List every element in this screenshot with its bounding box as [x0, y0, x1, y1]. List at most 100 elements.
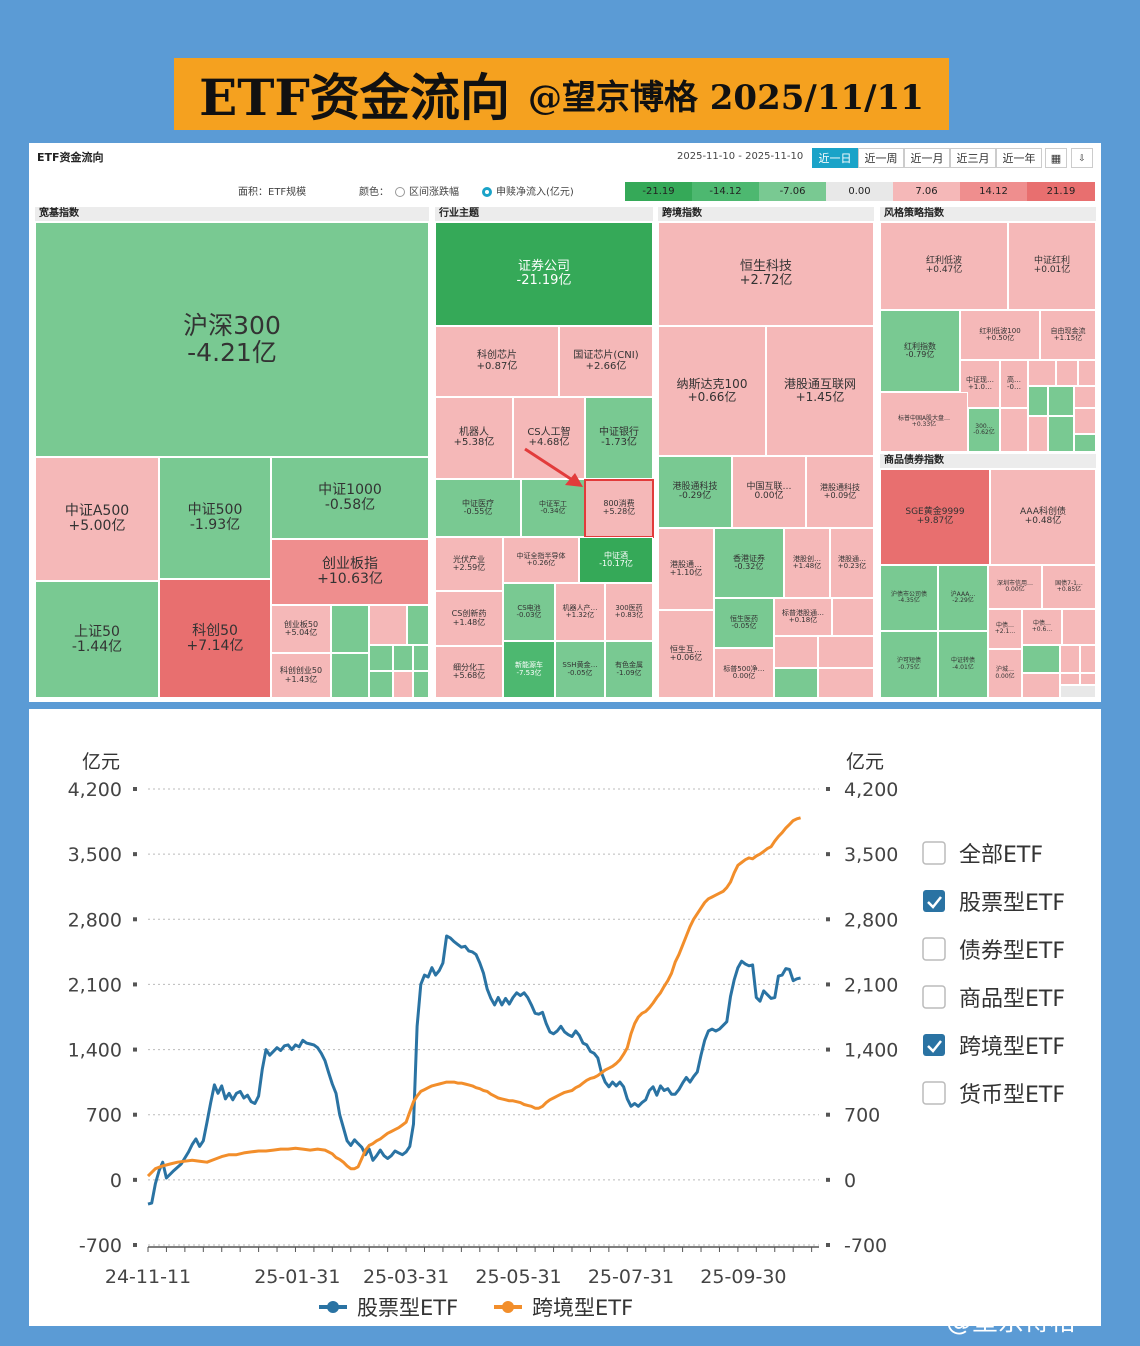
cell-small[interactable]: [1028, 416, 1048, 452]
cell-zzs[interactable]: 中债… +2.1…: [988, 609, 1022, 649]
cell-aaakc[interactable]: AAA科创债 +0.48亿: [990, 469, 1096, 565]
cell-hsyy[interactable]: 恒生医药 -0.05亿: [714, 598, 774, 648]
cell-zz1000[interactable]: 中证1000 -0.58亿: [271, 457, 429, 539]
cell-szsxyd[interactable]: 深圳市信用… 0.00亿: [988, 565, 1042, 609]
cell-bpzgadg[interactable]: 标普中国A股大盘… +0.33亿: [880, 392, 968, 452]
cell-small[interactable]: [1056, 360, 1078, 386]
cell-small[interactable]: [413, 671, 429, 698]
cell-small[interactable]: [1048, 416, 1074, 452]
cell-small[interactable]: [1028, 386, 1048, 416]
cell-gao[interactable]: 高… -0…: [1000, 360, 1028, 408]
cell-sge[interactable]: SGE黄金9999 +9.87亿: [880, 469, 990, 565]
cell-small[interactable]: [1060, 645, 1080, 673]
cell-ggtc[interactable]: 港股创… +1.48亿: [784, 528, 830, 598]
cell-small[interactable]: [818, 668, 874, 698]
cell-small[interactable]: [1000, 408, 1028, 452]
cell-nsdk[interactable]: 纳斯达克100 +0.66亿: [658, 326, 766, 456]
cell-ggtkj2[interactable]: 港股通科技 +0.09亿: [806, 456, 874, 528]
cell-small[interactable]: [1028, 360, 1056, 386]
cell-small[interactable]: [1022, 673, 1060, 698]
period-1m-button[interactable]: 近一月: [904, 148, 950, 168]
cell-small[interactable]: [1048, 386, 1074, 416]
cell-s300[interactable]: 300… -0.62亿: [968, 408, 1000, 452]
cell-800xf[interactable]: 800消费 +5.28亿: [585, 479, 653, 537]
cell-haaa[interactable]: 沪AAA… -2.29亿: [938, 565, 988, 631]
cell-zzyl[interactable]: 中证医疗 -0.55亿: [435, 479, 521, 537]
cell-small[interactable]: [407, 605, 429, 645]
cell-small[interactable]: [1074, 434, 1096, 452]
cell-small[interactable]: [1074, 408, 1096, 434]
calendar-icon[interactable]: ▦: [1045, 148, 1067, 168]
cell-csyy[interactable]: CS创新药 +1.48亿: [435, 591, 503, 646]
cell-ggt2[interactable]: 港股通… +0.23亿: [830, 528, 874, 598]
cell-small[interactable]: [1060, 685, 1096, 698]
cell-zzyh[interactable]: 中证银行 -1.73亿: [585, 397, 653, 479]
period-3m-button[interactable]: 近三月: [950, 148, 996, 168]
cell-xgzq[interactable]: 香港证券 -0.32亿: [714, 528, 784, 598]
cell-hskj[interactable]: 恒生科技 +2.72亿: [658, 222, 874, 326]
cell-yy300[interactable]: 300医药 +0.83亿: [605, 583, 653, 641]
cell-bpggt[interactable]: 标普港股通… +0.18亿: [774, 598, 832, 636]
cell-cyb50[interactable]: 创业板50 +5.04亿: [271, 605, 331, 653]
cell-kccy50[interactable]: 科创创业50 +1.43亿: [271, 653, 331, 698]
cell-small[interactable]: [1062, 609, 1096, 645]
cell-zza500[interactable]: 中证A500 +5.00亿: [35, 457, 159, 581]
cell-small[interactable]: [1080, 645, 1096, 673]
radio-selected-icon[interactable]: [482, 187, 492, 197]
cell-zzs2[interactable]: 中债… +0.6…: [1022, 609, 1062, 645]
cell-ggtkj[interactable]: 港股通科技 -0.29亿: [658, 456, 732, 528]
cell-small[interactable]: [1078, 360, 1096, 386]
cell-hsh[interactable]: 恒生互… +0.06亿: [658, 610, 714, 698]
cell-zghl[interactable]: 中国互联… 0.00亿: [732, 456, 806, 528]
cell-small[interactable]: [369, 671, 393, 698]
cell-hc[interactable]: 沪城… 0.00亿: [988, 649, 1022, 698]
cell-zz500[interactable]: 中证500 -1.93亿: [159, 457, 271, 579]
cell-small[interactable]: [331, 605, 369, 653]
cell-cybz[interactable]: 创业板指 +10.63亿: [271, 539, 429, 605]
cell-small[interactable]: [1060, 673, 1080, 685]
cell-hldb[interactable]: 红利低波 +0.47亿: [880, 222, 1008, 310]
cell-zyxjl[interactable]: 自由现金流 +1.15亿: [1040, 310, 1096, 360]
cell-small[interactable]: [413, 645, 429, 671]
cell-gfcy[interactable]: 光伏产业 +2.59亿: [435, 537, 503, 591]
cell-ggthlw[interactable]: 港股通互联网 +1.45亿: [766, 326, 874, 456]
cell-small[interactable]: [369, 605, 407, 645]
cell-zzbdt[interactable]: 中证全指半导体 +0.26亿: [503, 537, 579, 583]
cell-xfhg[interactable]: 细分化工 +5.68亿: [435, 646, 503, 698]
cell-hlzs[interactable]: 红利指数 -0.79亿: [880, 310, 960, 392]
export-icon[interactable]: ⇩: [1071, 148, 1093, 168]
cell-zzxj[interactable]: 中证现… +1.0…: [960, 360, 1000, 408]
cell-hzdq[interactable]: 沪可短债 -0.75亿: [880, 631, 938, 698]
period-1d-button[interactable]: 近一日: [812, 148, 858, 168]
cell-xnyc[interactable]: 新能源车 -7.53亿: [503, 641, 555, 698]
cell-small[interactable]: [818, 636, 874, 668]
cell-gzxp[interactable]: 国证芯片(CNI) +2.66亿: [559, 326, 653, 397]
cell-jqrcy[interactable]: 机器人产… +1.32亿: [555, 583, 605, 641]
cell-small[interactable]: [774, 668, 818, 698]
cell-small[interactable]: [832, 598, 874, 636]
cell-csrgz[interactable]: CS人工智 +4.68亿: [513, 397, 585, 479]
cell-small[interactable]: [393, 671, 413, 698]
cell-gz71[interactable]: 国债7-1… +0.85亿: [1042, 565, 1096, 609]
cell-kc50[interactable]: 科创50 +7.14亿: [159, 579, 271, 698]
cell-small[interactable]: [393, 645, 413, 671]
cell-small[interactable]: [1022, 645, 1060, 673]
cell-small[interactable]: [774, 636, 818, 668]
cell-sshhj[interactable]: SSH黄金… -0.05亿: [555, 641, 605, 698]
cell-zzj[interactable]: 中证酒 -10.17亿: [579, 537, 653, 583]
cell-small[interactable]: [1074, 386, 1096, 408]
cell-small[interactable]: [1080, 673, 1096, 685]
cell-ggt1[interactable]: 港股通… +1.10亿: [658, 528, 714, 610]
cell-csdc[interactable]: CS电池 -0.03亿: [503, 583, 555, 641]
cell-kcxp[interactable]: 科创芯片 +0.87亿: [435, 326, 559, 397]
cell-zzhl[interactable]: 中证红利 +0.01亿: [1008, 222, 1096, 310]
cell-small[interactable]: [369, 645, 393, 671]
color-option-flow[interactable]: 申赎净流入(亿元): [482, 183, 574, 198]
cell-jqr[interactable]: 机器人 +5.38亿: [435, 397, 513, 479]
cell-hldb100[interactable]: 红利低波100 +0.50亿: [960, 310, 1040, 360]
cell-zzzzd[interactable]: 中证转债 -4.01亿: [938, 631, 988, 698]
cell-ysjs[interactable]: 有色金属 -1.09亿: [605, 641, 653, 698]
radio-icon[interactable]: [395, 187, 405, 197]
cell-sz50[interactable]: 上证50 -1.44亿: [35, 581, 159, 698]
cell-hs300[interactable]: 沪深300 -4.21亿: [35, 222, 429, 457]
